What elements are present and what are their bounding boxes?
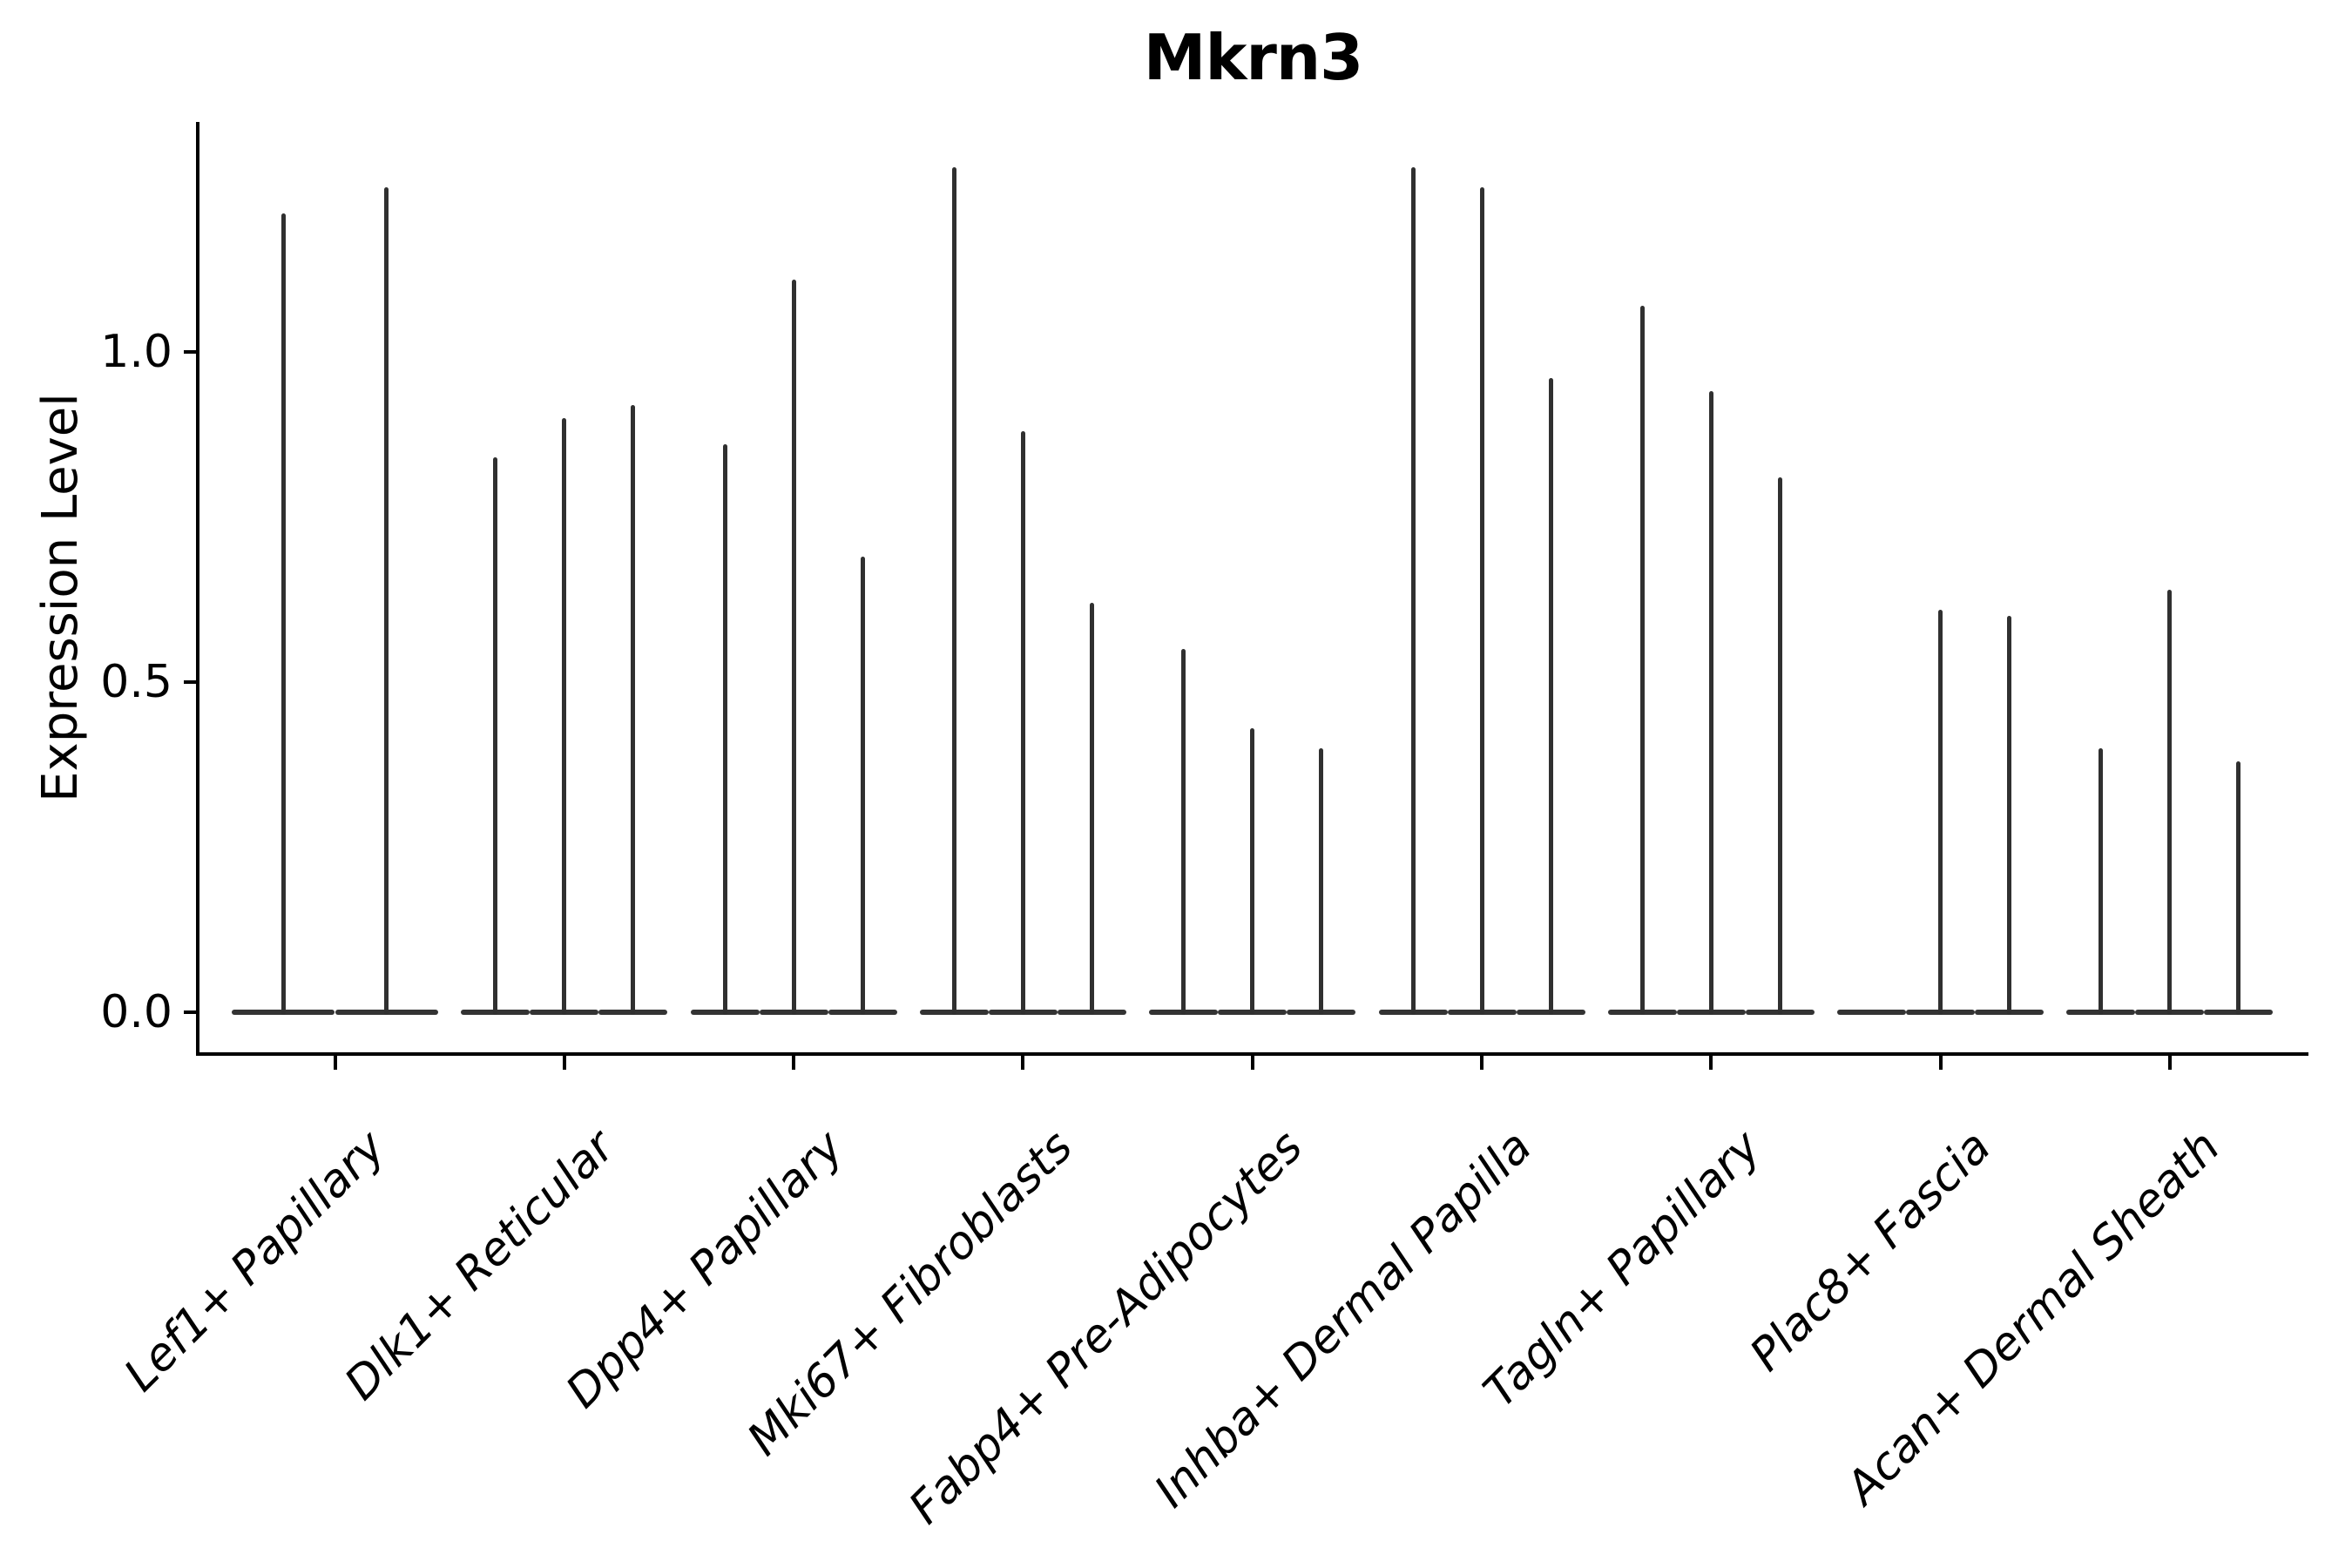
x-tick-label: Tagln+ Papillary — [1474, 1120, 1772, 1418]
violin-spike — [1020, 430, 1025, 1015]
x-tick-label: Mki67+ Fibroblasts — [738, 1120, 1084, 1466]
x-tick-label: Dlk1+ Reticular — [335, 1120, 625, 1410]
x-tick-label: Inhba+ Dermal Papilla — [1145, 1120, 1543, 1518]
x-tick-mark — [1938, 1056, 1943, 1070]
violin-spike — [860, 556, 865, 1015]
violin-spike — [631, 404, 636, 1015]
violin-spike — [1089, 603, 1094, 1015]
y-axis-label: Expression Level — [32, 393, 89, 802]
violin-spike — [1708, 391, 1713, 1015]
x-tick-mark — [1480, 1056, 1484, 1070]
x-tick-mark — [562, 1056, 566, 1070]
violin-spike — [384, 186, 389, 1015]
violin-spike — [1938, 609, 1943, 1015]
violin-spike — [1777, 477, 1782, 1015]
violin-base — [1837, 1010, 1907, 1015]
violin-spike — [2236, 760, 2241, 1015]
plot-title: Mkrn3 — [1143, 21, 1363, 94]
violin-spike — [1479, 186, 1484, 1015]
violin-spike — [493, 457, 498, 1015]
x-tick-mark — [333, 1056, 337, 1070]
violin-spike — [1548, 378, 1553, 1015]
violin-spike — [791, 279, 796, 1015]
x-tick-mark — [792, 1056, 796, 1070]
violin-spike — [722, 444, 727, 1015]
x-tick-mark — [1709, 1056, 1713, 1070]
x-tick-mark — [2167, 1056, 2172, 1070]
x-tick-label: Dpp4+ Papillary — [556, 1120, 855, 1419]
y-axis-line — [196, 122, 199, 1056]
y-tick-mark — [184, 680, 198, 684]
violin-spike — [562, 417, 567, 1015]
x-tick-mark — [1250, 1056, 1254, 1070]
y-tick-mark — [184, 350, 198, 354]
violin-spike — [1639, 305, 1645, 1015]
x-tick-label: Plac8+ Fascia — [1740, 1120, 2001, 1382]
violin-spike — [1181, 649, 1186, 1015]
x-tick-label: Lef1+ Papillary — [114, 1120, 395, 1402]
x-axis-line — [196, 1052, 2308, 1056]
y-tick-label: 0.0 — [100, 986, 172, 1038]
violin-spike — [280, 213, 286, 1015]
violin-spike — [1319, 747, 1324, 1015]
violin-spike — [1410, 166, 1416, 1015]
x-tick-mark — [1021, 1056, 1025, 1070]
violin-spike — [2007, 616, 2012, 1015]
x-tick-label: Acan+ Dermal Sheath — [1835, 1120, 2230, 1515]
violin-spike — [2099, 747, 2104, 1015]
y-tick-label: 0.5 — [100, 656, 172, 708]
violin-spike — [1250, 728, 1255, 1015]
y-tick-label: 1.0 — [100, 326, 172, 378]
violin-spike — [951, 166, 956, 1015]
y-tick-mark — [184, 1010, 198, 1014]
x-tick-label: Fabp4+ Pre-Adipocytes — [899, 1120, 1313, 1535]
violin-spike — [2167, 589, 2173, 1015]
